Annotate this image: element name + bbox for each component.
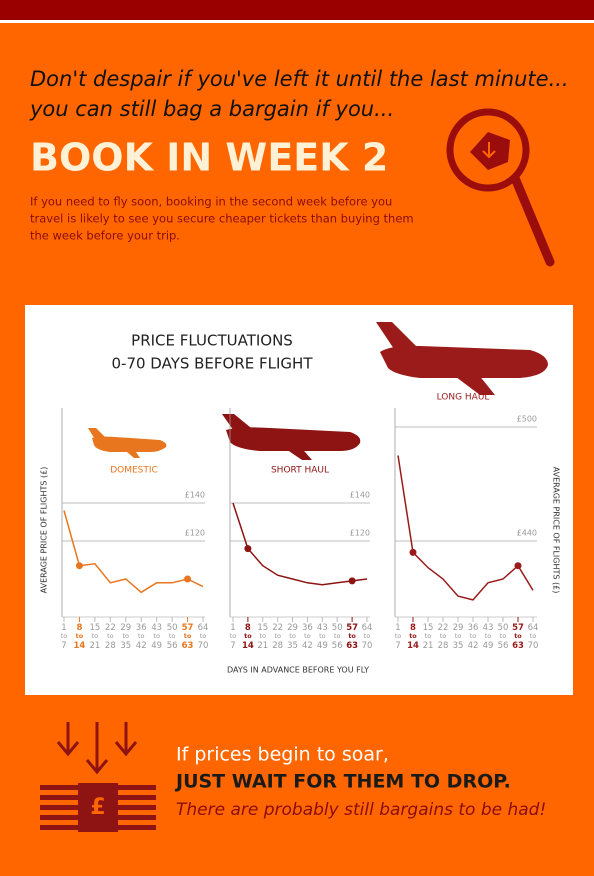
- x-tick-label: 1 to 7: [395, 623, 402, 651]
- panel-title: PRICE FLUCTUATIONS: [131, 332, 293, 350]
- x-tick-label: 50 to 56: [332, 623, 343, 651]
- x-tick-label: 22 to 28: [105, 623, 116, 651]
- highlight-point: [184, 575, 192, 583]
- intro: Don't despair if you've left it until th…: [30, 67, 569, 91]
- y-tick-label: £120: [185, 529, 205, 538]
- x-tick-label: 8 to 14: [242, 623, 254, 651]
- x-tick-label: 8 to 14: [407, 623, 419, 651]
- x-tick-label: 50 to 56: [498, 623, 509, 651]
- body: If you need to fly soon, booking in the …: [30, 195, 392, 209]
- x-tick-label: 29 to 35: [120, 623, 131, 651]
- footer-text: If prices begin to soar,: [176, 744, 389, 766]
- panel-title: 0-70 DAYS BEFORE FLIGHT: [112, 355, 314, 373]
- x-tick-label: 57 to 63: [346, 623, 358, 651]
- x-axis-label: DAYS IN ADVANCE BEFORE YOU FLY: [227, 666, 369, 675]
- x-tick-label: 43 to 49: [483, 623, 494, 651]
- chart-title: LONG HAUL: [437, 393, 490, 403]
- price-line: [63, 510, 204, 594]
- x-tick-label: 22 to 28: [272, 623, 283, 651]
- x-tick-label: 29 to 35: [453, 623, 464, 651]
- x-tick-label: 22 to 28: [438, 623, 449, 651]
- top-rule: [0, 20, 594, 23]
- highlight-point: [409, 548, 417, 556]
- long-haul-plane: [376, 322, 548, 395]
- domestic-plane: [88, 428, 167, 458]
- x-tick-label: 64 to 70: [198, 623, 209, 651]
- chart-title: SHORT HAUL: [271, 466, 329, 476]
- y-tick-label: £120: [350, 529, 370, 538]
- x-tick-label: 43 to 49: [317, 623, 328, 651]
- short-haul-plane: [222, 414, 361, 460]
- y-axis-label: AVERAGE PRICE OF FLIGHTS (£): [40, 467, 49, 594]
- highlight-point: [514, 562, 522, 570]
- x-tick-label: 50 to 56: [167, 623, 178, 651]
- body: travel is likely to see you secure cheap…: [30, 212, 414, 226]
- y-tick-label: £500: [517, 415, 537, 424]
- x-tick-label: 64 to 70: [362, 623, 373, 651]
- y-tick-label: £140: [350, 491, 370, 500]
- x-tick-label: 8 to 14: [74, 623, 86, 651]
- chart-title: DOMESTIC: [110, 466, 158, 476]
- y-tick-label: £440: [517, 529, 537, 538]
- x-tick-label: 1 to 7: [230, 623, 237, 651]
- x-tick-label: 57 to 63: [182, 623, 194, 651]
- footer-text: JUST WAIT FOR THEM TO DROP.: [174, 771, 511, 793]
- top-bar: [0, 0, 594, 20]
- magnifier-icon: [446, 108, 555, 267]
- x-tick-label: 15 to 21: [89, 623, 100, 651]
- x-tick-label: 15 to 21: [423, 623, 434, 651]
- x-tick-label: 36 to 42: [302, 623, 313, 651]
- headline: BOOK IN WEEK 2: [30, 136, 388, 180]
- drop-arrows-icon: [56, 722, 138, 775]
- intro: you can still bag a bargain if you...: [29, 97, 394, 121]
- y-tick-label: £140: [185, 491, 205, 500]
- x-tick-label: 43 to 49: [151, 623, 162, 651]
- money-icon: £: [40, 783, 156, 832]
- x-tick-label: 1 to 7: [61, 623, 68, 651]
- footer-text: There are probably still bargains to be …: [176, 800, 546, 820]
- x-tick-label: 15 to 21: [257, 623, 268, 651]
- highlight-point: [75, 562, 83, 570]
- x-tick-label: 36 to 42: [136, 623, 147, 651]
- x-tick-label: 29 to 35: [287, 623, 298, 651]
- highlight-point: [348, 577, 356, 585]
- price-line: [232, 502, 368, 586]
- x-tick-label: 64 to 70: [528, 623, 539, 651]
- body: the week before your trip.: [30, 229, 180, 243]
- highlight-point: [244, 545, 252, 553]
- y-axis-label: AVERAGE PRICE OF FLIGHTS (£): [552, 467, 561, 594]
- x-tick-label: 57 to 63: [512, 623, 524, 651]
- price-line: [397, 455, 534, 601]
- svg-text:£: £: [90, 795, 105, 820]
- x-tick-label: 36 to 42: [468, 623, 479, 651]
